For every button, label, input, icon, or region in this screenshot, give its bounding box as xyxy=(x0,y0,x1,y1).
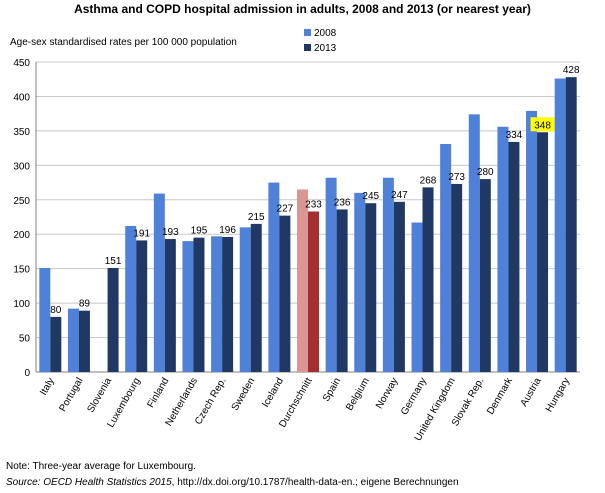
data-label-highlight xyxy=(530,117,555,132)
legend-label: 2013 xyxy=(314,43,337,54)
x-tick-label: Belgium xyxy=(344,376,372,413)
y-tick-label: 200 xyxy=(13,230,30,241)
bar-2013 xyxy=(508,141,520,372)
y-axis-label: Age-sex standardised rates per 100 000 p… xyxy=(10,37,237,48)
bar-2013 xyxy=(451,183,463,372)
y-tick-label: 150 xyxy=(13,265,30,276)
bar-2008 xyxy=(440,143,452,372)
x-tick-label: Germany xyxy=(399,376,429,417)
data-label: 236 xyxy=(334,197,351,208)
data-label: 193 xyxy=(162,227,179,238)
y-tick-label: 350 xyxy=(13,127,30,138)
data-label: 334 xyxy=(506,130,523,141)
y-tick-label: 250 xyxy=(13,196,30,207)
data-label: 268 xyxy=(420,175,437,186)
x-tick-label: Austria xyxy=(519,376,544,409)
bar-2008 xyxy=(39,267,51,372)
data-label: 233 xyxy=(305,199,322,210)
data-label: 215 xyxy=(248,212,265,223)
bar-2008 xyxy=(67,308,79,372)
x-tick-label: Iceland xyxy=(260,376,286,409)
bar-2013 xyxy=(279,215,291,372)
bar-2008 xyxy=(526,110,538,373)
chart-title: Asthma and COPD hospital admission in ad… xyxy=(74,2,531,16)
bar-2013 xyxy=(107,267,119,372)
source-details: , http://dx.doi.org/10.1787/health-data-… xyxy=(171,477,459,488)
data-label: 196 xyxy=(219,225,236,236)
source-label: Source: OECD Health Statistics 2015 xyxy=(6,477,172,488)
x-tick-label: Finland xyxy=(146,376,172,410)
bar-2008 xyxy=(354,192,366,372)
legend-swatch xyxy=(304,29,311,36)
legend-label: 2008 xyxy=(314,28,337,39)
bar-2013 xyxy=(365,203,377,372)
bar-2008 xyxy=(182,241,194,372)
y-tick-label: 100 xyxy=(13,299,30,310)
data-label: 80 xyxy=(50,305,62,316)
bar-2008 xyxy=(382,177,394,372)
data-label: 245 xyxy=(362,191,379,202)
bar-2013 xyxy=(565,77,577,373)
data-label: 428 xyxy=(563,65,580,76)
data-label: 89 xyxy=(79,299,91,310)
bar-2013 xyxy=(50,316,62,372)
x-tick-label: Denmark xyxy=(485,375,515,416)
bar-2013 xyxy=(222,236,234,372)
bar-2008 xyxy=(497,126,509,372)
bar-2013 xyxy=(479,179,491,372)
bar-2008 xyxy=(325,177,337,372)
bar-2008 xyxy=(153,193,165,372)
y-tick-label: 0 xyxy=(24,368,30,379)
bar-2013 xyxy=(136,240,148,372)
x-tick-label: Spain xyxy=(321,376,343,404)
bar-2013 xyxy=(336,209,348,372)
bar-2008 xyxy=(554,78,566,373)
bar-2013 xyxy=(250,223,262,372)
bar-2013 xyxy=(193,237,205,372)
y-tick-label: 300 xyxy=(13,161,30,172)
data-label: 151 xyxy=(105,256,122,267)
footnote: Note: Three-year average for Luxembourg. xyxy=(6,461,196,472)
data-label: 247 xyxy=(391,190,408,201)
x-tick-label: Portugal xyxy=(57,376,85,414)
y-tick-label: 450 xyxy=(13,58,30,69)
data-label: 191 xyxy=(133,228,150,239)
bar-2013 xyxy=(537,132,549,372)
x-tick-label: Norway xyxy=(374,376,400,411)
bar-2013 xyxy=(308,211,319,372)
bar-2008 xyxy=(411,222,423,372)
data-label: 195 xyxy=(191,226,208,237)
bar-2013 xyxy=(164,239,176,372)
x-tick-label: Sweden xyxy=(230,376,258,413)
bar-2013 xyxy=(393,201,405,372)
bar-2013 xyxy=(78,310,90,372)
bar-2008 xyxy=(268,182,280,372)
bar-2008 xyxy=(468,114,480,372)
x-tick-label: Hungary xyxy=(544,376,572,414)
x-tick-label: Slovenia xyxy=(85,376,114,415)
y-tick-label: 50 xyxy=(19,334,31,345)
y-tick-label: 400 xyxy=(13,92,30,103)
bar-2008 xyxy=(125,225,137,372)
data-label: 348 xyxy=(534,120,551,131)
data-label: 280 xyxy=(477,167,494,178)
legend-swatch xyxy=(304,44,311,51)
bar-2013 xyxy=(422,187,434,372)
x-tick-label: Italy xyxy=(38,376,57,397)
data-label: 227 xyxy=(277,204,294,215)
bar-2008 xyxy=(211,236,223,372)
data-label: 273 xyxy=(448,172,465,183)
bar-2008 xyxy=(239,227,251,372)
bar-2008 xyxy=(297,189,308,372)
source-note: Source: OECD Health Statistics 2015, htt… xyxy=(6,477,459,488)
